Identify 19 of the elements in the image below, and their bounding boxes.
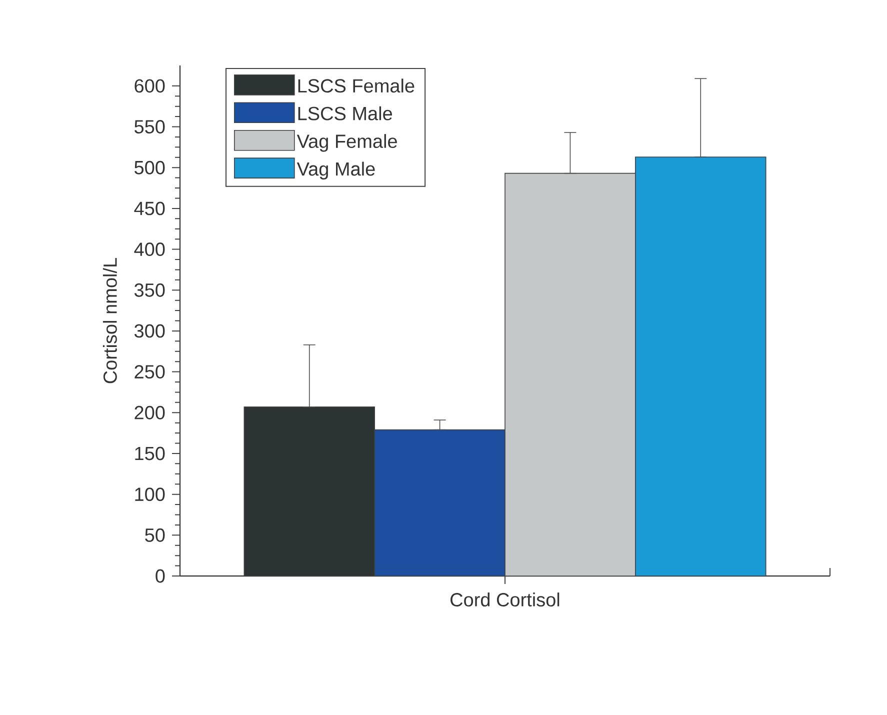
y-tick-label: 200: [134, 406, 165, 420]
y-tick-label: 0: [156, 569, 165, 583]
legend-label: Vag Male: [296, 162, 375, 180]
y-tick-label: 600: [134, 79, 165, 93]
y-tick-label: 400: [134, 242, 165, 256]
x-tick-label: Cord Cortisol: [450, 592, 560, 606]
legend-label: Vag Female: [296, 134, 397, 152]
y-tick-label: 250: [134, 365, 165, 379]
y-tick-label: 450: [134, 202, 165, 216]
y-tick-label: 550: [134, 120, 165, 134]
y-tick-label: 150: [135, 446, 165, 460]
y-axis-title: Cortisol nmol/L: [102, 258, 117, 384]
y-tick-label: 350: [134, 283, 165, 297]
y-tick-label: 100: [135, 488, 165, 502]
legend-label: LSCS Male: [298, 106, 392, 120]
y-tick-label: 50: [145, 528, 165, 542]
y-tick-label: 300: [134, 324, 165, 338]
legend-label: LSCS Female: [298, 78, 414, 93]
y-tick-label: 500: [134, 160, 165, 174]
